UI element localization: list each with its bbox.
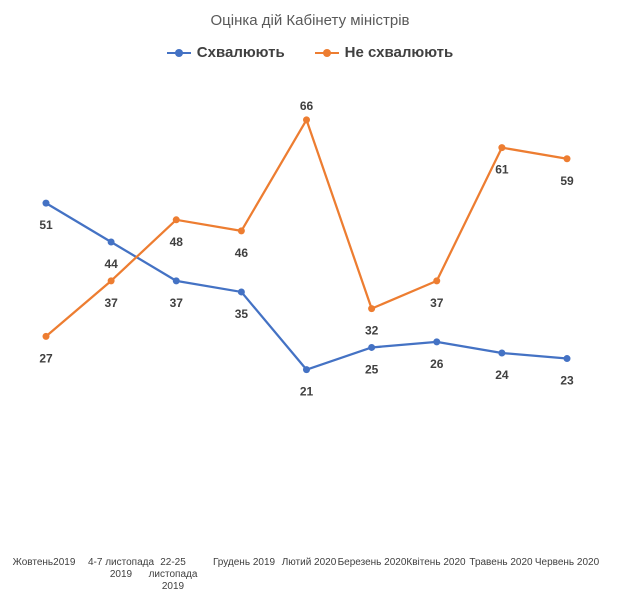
data-label-disapprove: 27 (39, 351, 53, 365)
series-line-disapprove (45, 118, 568, 338)
data-label-approve: 24 (495, 368, 509, 382)
data-label-disapprove: 66 (300, 99, 314, 113)
x-tick-label: Травень 2020 (469, 557, 533, 568)
data-label-approve: 23 (560, 374, 574, 388)
data-point-disapprove (368, 305, 376, 313)
x-tick-label: 22-25 листопада 2019 (148, 557, 198, 592)
data-point-disapprove (107, 277, 115, 285)
data-point-disapprove (563, 155, 571, 163)
data-label-disapprove: 61 (495, 163, 509, 177)
data-point-approve (42, 199, 50, 207)
data-label-approve: 25 (365, 362, 379, 376)
data-label-disapprove: 46 (235, 246, 249, 260)
legend: Схвалюють Не схвалюють (0, 44, 620, 61)
data-label-approve: 26 (430, 357, 444, 371)
data-point-approve (563, 355, 571, 363)
data-point-approve (107, 238, 115, 246)
data-point-approve (433, 338, 441, 346)
x-tick-label: Березень 2020 (337, 557, 407, 568)
data-point-approve (303, 366, 310, 374)
legend-label-approve: Схвалюють (196, 44, 285, 61)
data-label-approve: 51 (39, 218, 53, 232)
data-label-approve: 35 (235, 307, 249, 321)
data-point-disapprove (42, 332, 50, 340)
legend-swatch-disapprove (314, 48, 339, 57)
data-label-disapprove: 59 (560, 174, 574, 188)
data-point-approve (498, 349, 506, 357)
data-point-disapprove (172, 216, 180, 224)
data-point-disapprove (237, 227, 245, 235)
x-tick-label: Червень 2020 (534, 557, 600, 568)
data-point-approve (172, 277, 180, 285)
x-tick-label: Жовтень2019 (12, 557, 76, 568)
series-line-approve (45, 202, 568, 371)
data-label-approve: 37 (170, 296, 184, 310)
data-point-approve (368, 343, 376, 351)
data-point-disapprove (433, 277, 441, 285)
data-label-disapprove: 37 (430, 296, 444, 310)
data-point-approve (237, 288, 245, 296)
legend-label-disapprove: Не схвалюють (344, 44, 454, 61)
data-label-disapprove: 32 (365, 324, 379, 338)
data-label-approve: 44 (104, 257, 118, 271)
data-point-disapprove (498, 144, 506, 152)
data-label-disapprove: 48 (170, 235, 184, 249)
legend-swatch-approve (166, 48, 191, 57)
data-label-approve: 21 (300, 385, 314, 399)
chart-title: Оцінка дій Кабінету міністрів (210, 12, 410, 29)
x-tick-label: Грудень 2019 (212, 557, 276, 568)
legend-item-approve: Схвалюють (166, 44, 285, 61)
x-tick-label: Квітень 2020 (406, 557, 466, 568)
x-tick-label: 4-7 листопада 2019 (87, 557, 155, 580)
legend-item-disapprove: Не схвалюють (314, 44, 454, 61)
x-tick-label: Лютий 2020 (281, 557, 337, 568)
data-label-disapprove: 37 (104, 296, 118, 310)
data-point-disapprove (303, 116, 310, 124)
